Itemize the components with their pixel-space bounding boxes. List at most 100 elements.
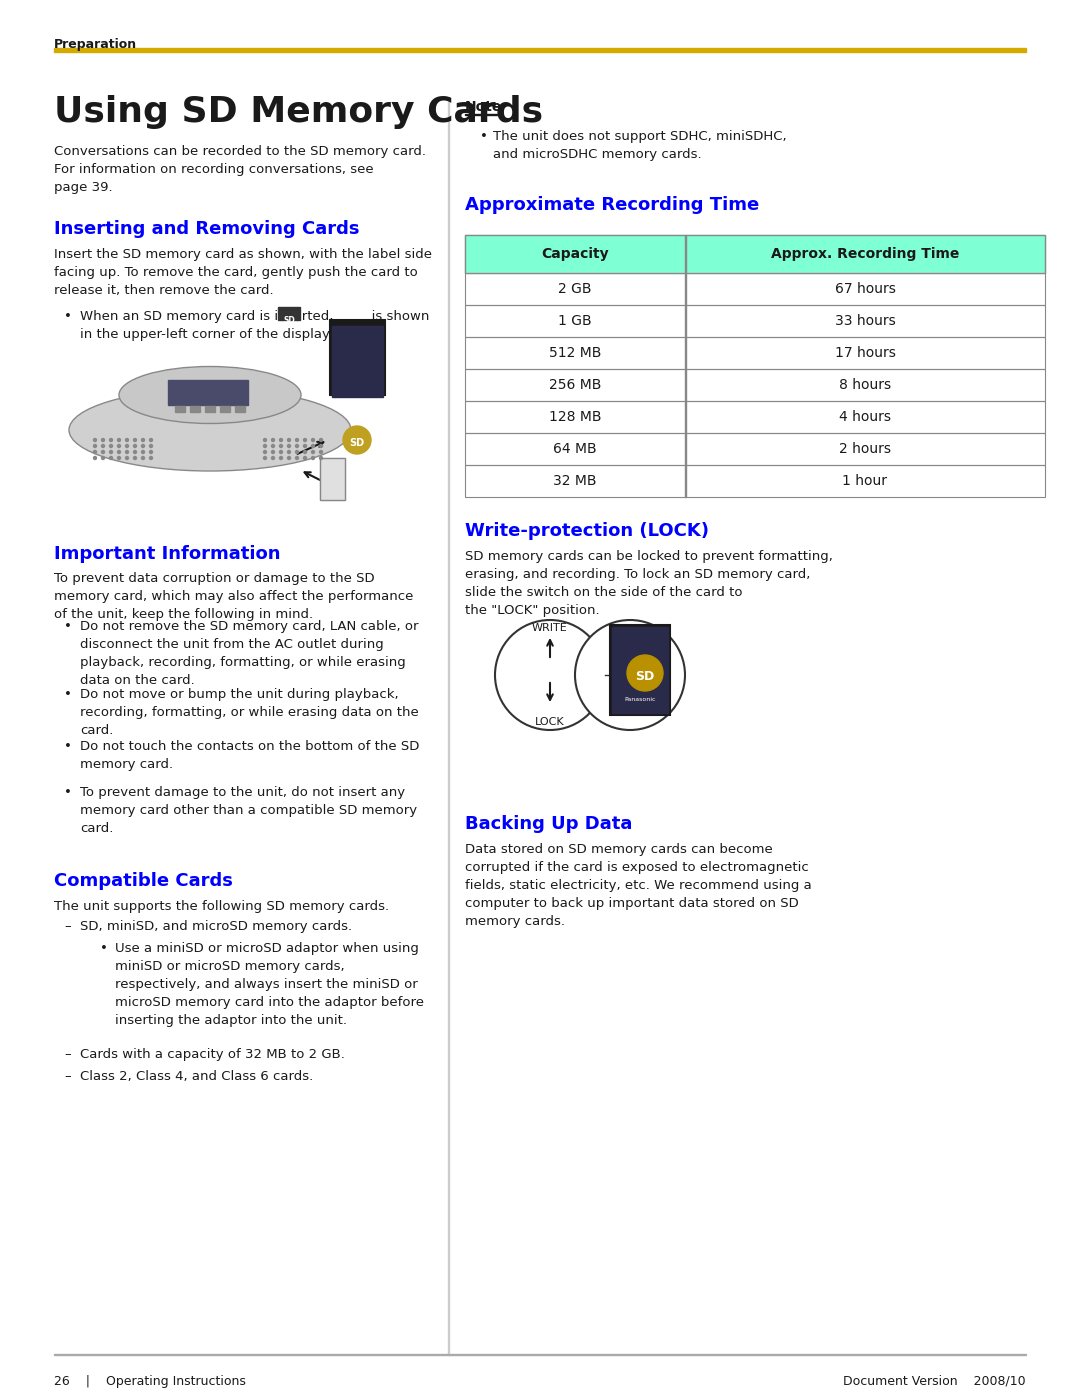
Circle shape	[311, 439, 314, 441]
Text: Class 2, Class 4, and Class 6 cards.: Class 2, Class 4, and Class 6 cards.	[80, 1070, 313, 1083]
Circle shape	[125, 439, 129, 441]
Circle shape	[320, 439, 323, 441]
Text: •: •	[64, 687, 72, 701]
Text: 33 hours: 33 hours	[835, 314, 895, 328]
Bar	[465, 337, 1045, 369]
Circle shape	[134, 457, 136, 460]
Circle shape	[303, 444, 307, 447]
Bar	[465, 337, 1045, 369]
Circle shape	[320, 450, 323, 454]
Bar	[175, 407, 185, 412]
Text: SD: SD	[635, 669, 654, 683]
Text: 1 hour: 1 hour	[842, 474, 888, 488]
Circle shape	[118, 439, 121, 441]
Text: •: •	[64, 787, 72, 799]
Circle shape	[287, 439, 291, 441]
Circle shape	[296, 450, 298, 454]
Text: 128 MB: 128 MB	[549, 409, 602, 425]
Text: –: –	[64, 1048, 70, 1060]
Text: Insert the SD memory card as shown, with the label side
facing up. To remove the: Insert the SD memory card as shown, with…	[54, 249, 432, 298]
Text: Approximate Recording Time: Approximate Recording Time	[465, 196, 759, 214]
Text: Write-protection (LOCK): Write-protection (LOCK)	[465, 522, 708, 541]
Circle shape	[280, 439, 283, 441]
Circle shape	[102, 457, 105, 460]
Circle shape	[287, 444, 291, 447]
Text: 4 hours: 4 hours	[839, 409, 891, 425]
Circle shape	[102, 450, 105, 454]
Bar	[54, 47, 1026, 52]
Circle shape	[575, 620, 685, 731]
Text: 256 MB: 256 MB	[549, 379, 602, 393]
Circle shape	[102, 444, 105, 447]
Bar	[465, 272, 1045, 305]
Text: 512 MB: 512 MB	[549, 346, 602, 360]
Circle shape	[495, 620, 605, 731]
Text: LOCK: LOCK	[536, 717, 565, 726]
Circle shape	[271, 444, 274, 447]
Text: Compatible Cards: Compatible Cards	[54, 872, 233, 890]
Text: Important Information: Important Information	[54, 545, 281, 563]
Circle shape	[264, 439, 267, 441]
Circle shape	[149, 439, 152, 441]
Circle shape	[296, 439, 298, 441]
Text: To prevent damage to the unit, do not insert any
memory card other than a compat: To prevent damage to the unit, do not in…	[80, 787, 417, 835]
Circle shape	[134, 439, 136, 441]
Text: 8 hours: 8 hours	[839, 379, 891, 393]
Bar	[465, 305, 1045, 337]
Circle shape	[303, 439, 307, 441]
Text: 64 MB: 64 MB	[553, 441, 597, 455]
Bar	[465, 235, 1045, 272]
Circle shape	[94, 450, 96, 454]
Circle shape	[264, 450, 267, 454]
Text: 17 hours: 17 hours	[835, 346, 895, 360]
Text: •: •	[480, 130, 488, 142]
Circle shape	[149, 450, 152, 454]
Bar	[465, 369, 1045, 401]
Text: To prevent data corruption or damage to the SD
memory card, which may also affec: To prevent data corruption or damage to …	[54, 571, 414, 622]
Circle shape	[311, 457, 314, 460]
Circle shape	[264, 444, 267, 447]
Text: Using SD Memory Cards: Using SD Memory Cards	[54, 95, 543, 129]
Text: Cards with a capacity of 32 MB to 2 GB.: Cards with a capacity of 32 MB to 2 GB.	[80, 1048, 345, 1060]
Text: The unit supports the following SD memory cards.: The unit supports the following SD memor…	[54, 900, 389, 914]
Circle shape	[118, 444, 121, 447]
Ellipse shape	[70, 390, 350, 469]
Circle shape	[343, 426, 372, 454]
Circle shape	[271, 439, 274, 441]
Text: The unit does not support SDHC, miniSDHC,
and microSDHC memory cards.: The unit does not support SDHC, miniSDHC…	[492, 130, 786, 161]
Circle shape	[141, 450, 145, 454]
Circle shape	[94, 444, 96, 447]
Bar	[465, 305, 1045, 337]
Text: Capacity: Capacity	[541, 247, 609, 261]
Bar	[220, 407, 230, 412]
Circle shape	[271, 450, 274, 454]
Circle shape	[311, 450, 314, 454]
Text: WRITE: WRITE	[532, 623, 568, 633]
Bar	[465, 113, 497, 115]
Circle shape	[94, 457, 96, 460]
Text: 2 GB: 2 GB	[558, 282, 592, 296]
Bar	[190, 407, 200, 412]
Text: Do not remove the SD memory card, LAN cable, or
disconnect the unit from the AC : Do not remove the SD memory card, LAN ca…	[80, 620, 419, 687]
Circle shape	[134, 450, 136, 454]
Text: Use a miniSD or microSD adaptor when using
miniSD or microSD memory cards,
respe: Use a miniSD or microSD adaptor when usi…	[114, 942, 424, 1027]
Bar	[330, 320, 384, 395]
Text: Conversations can be recorded to the SD memory card.
For information on recordin: Conversations can be recorded to the SD …	[54, 145, 426, 194]
Text: SD memory cards can be locked to prevent formatting,
erasing, and recording. To : SD memory cards can be locked to prevent…	[465, 550, 833, 617]
Bar	[465, 465, 1045, 497]
Bar	[278, 307, 300, 320]
Bar	[465, 433, 1045, 465]
Text: Note: Note	[465, 101, 502, 115]
Circle shape	[109, 444, 112, 447]
Circle shape	[149, 444, 152, 447]
Circle shape	[118, 457, 121, 460]
Polygon shape	[320, 458, 345, 500]
Bar	[465, 401, 1045, 433]
Text: SD: SD	[283, 316, 295, 326]
Circle shape	[109, 439, 112, 441]
Circle shape	[109, 450, 112, 454]
Circle shape	[118, 450, 121, 454]
Circle shape	[303, 450, 307, 454]
Bar	[465, 369, 1045, 401]
Bar	[465, 465, 1045, 497]
